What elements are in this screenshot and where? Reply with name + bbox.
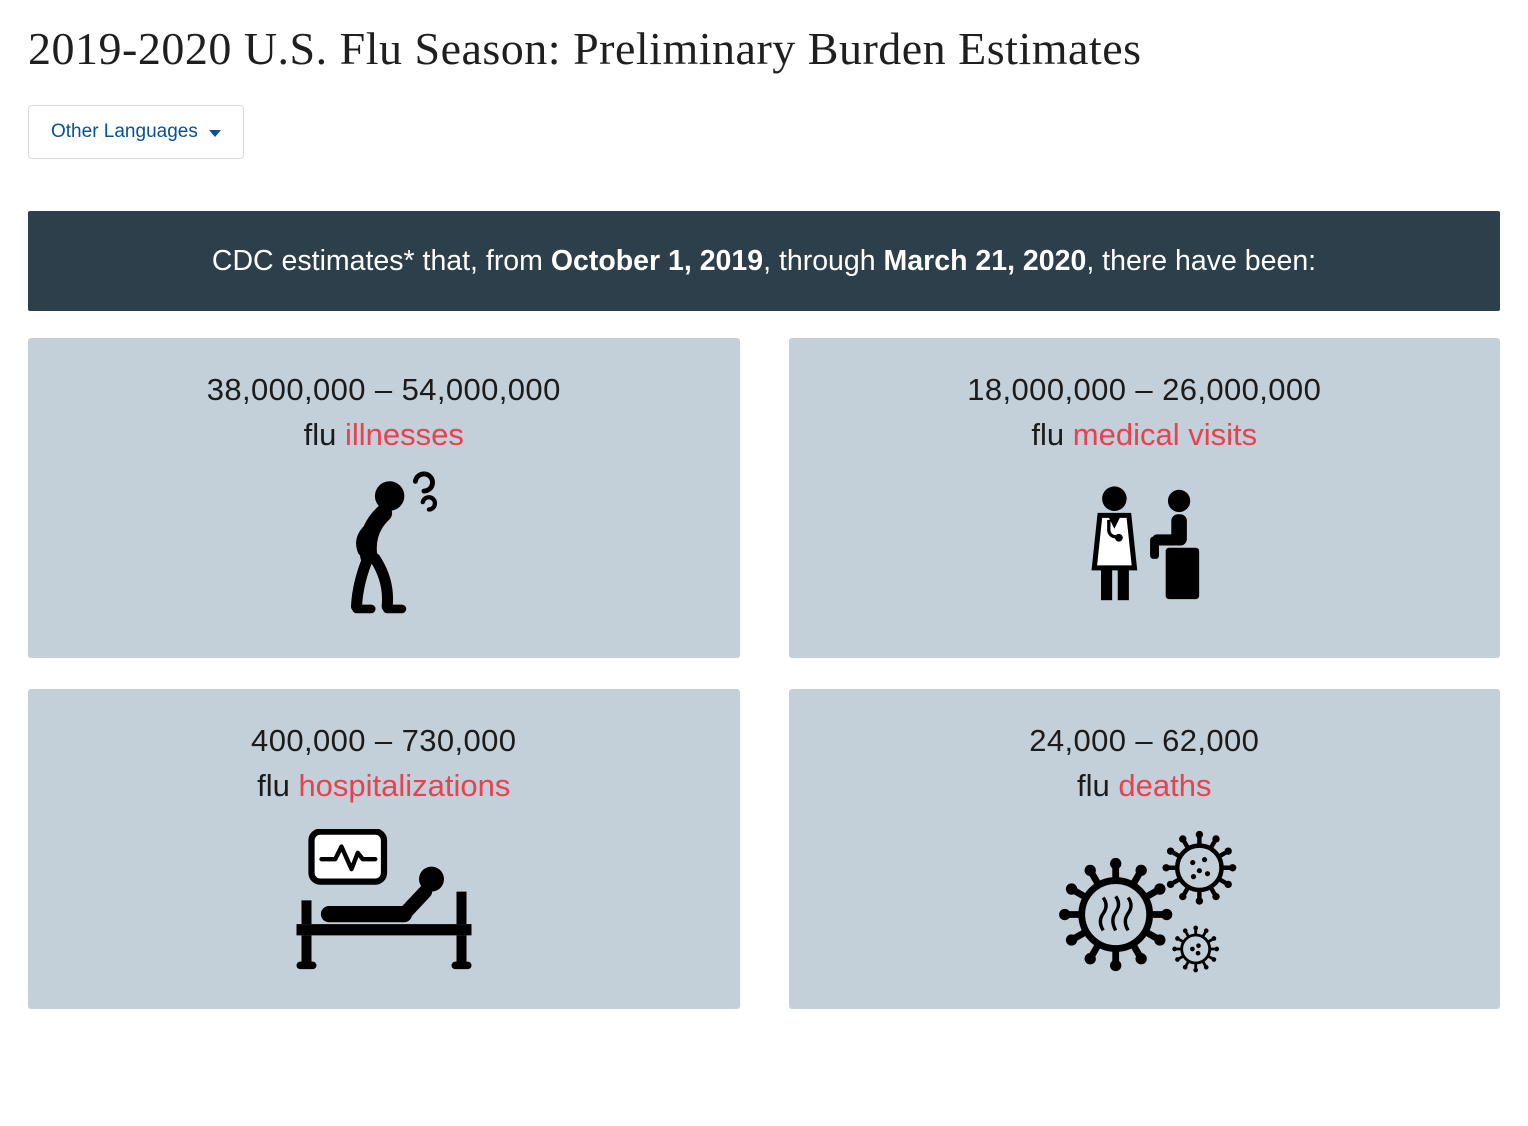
stat-label: flu medical visits bbox=[1031, 417, 1257, 453]
chevron-down-icon bbox=[208, 129, 221, 137]
card-icon-wrap bbox=[284, 818, 484, 983]
stat-label-highlight: illnesses bbox=[344, 417, 464, 453]
stat-label-prefix: flu bbox=[303, 417, 345, 453]
coughing-person-icon bbox=[351, 471, 438, 613]
estimates-banner: CDC estimates* that, from October 1, 201… bbox=[28, 211, 1500, 312]
card-icon-wrap bbox=[316, 467, 451, 632]
stat-label: flu illnesses bbox=[304, 417, 464, 453]
stat-label: flu hospitalizations bbox=[257, 768, 510, 804]
page-title: 2019-2020 U.S. Flu Season: Preliminary B… bbox=[28, 23, 1142, 74]
stat-label-prefix: flu bbox=[1077, 768, 1119, 804]
stat-range: 38,000,000 – 54,000,000 bbox=[206, 372, 561, 408]
stat-label-prefix: flu bbox=[1031, 417, 1073, 453]
hospital-bed-icon bbox=[296, 828, 472, 969]
stat-label-highlight: medical visits bbox=[1072, 417, 1258, 453]
page: 2019-2020 U.S. Flu Season: Preliminary B… bbox=[28, 23, 1500, 1010]
stat-card-illnesses: 38,000,000 – 54,000,000 flu illnesses bbox=[28, 338, 740, 659]
other-languages-button[interactable]: Other Languages bbox=[28, 105, 244, 159]
stat-range: 18,000,000 – 26,000,000 bbox=[967, 372, 1322, 408]
stat-label: flu deaths bbox=[1077, 768, 1211, 804]
card-icon-wrap bbox=[1072, 467, 1217, 632]
stat-range: 400,000 – 730,000 bbox=[251, 723, 517, 759]
card-icon-wrap bbox=[1038, 818, 1250, 983]
banner-date-start: October 1, 2019 bbox=[550, 245, 764, 277]
banner-date-end: March 21, 2020 bbox=[883, 245, 1087, 277]
banner-text-middle: , through bbox=[763, 245, 884, 277]
stat-label-highlight: deaths bbox=[1118, 768, 1212, 804]
stat-label-highlight: hospitalizations bbox=[298, 768, 511, 804]
stats-grid: 38,000,000 – 54,000,000 flu illnesses 18… bbox=[28, 338, 1500, 1010]
banner-text-before: CDC estimates* that, from bbox=[211, 245, 551, 277]
other-languages-label: Other Languages bbox=[51, 121, 198, 142]
stat-card-hospitalizations: 400,000 – 730,000 flu hospitalizations bbox=[28, 689, 740, 1010]
stat-label-prefix: flu bbox=[257, 768, 299, 804]
doctor-patient-icon bbox=[1091, 486, 1199, 600]
stat-card-medical-visits: 18,000,000 – 26,000,000 flu medical visi… bbox=[788, 338, 1500, 659]
flu-virus-icon bbox=[1038, 821, 1250, 981]
stat-range: 24,000 – 62,000 bbox=[1029, 723, 1260, 759]
banner-text-after: , there have been: bbox=[1086, 245, 1317, 277]
stat-card-deaths: 24,000 – 62,000 flu deaths bbox=[788, 689, 1500, 1010]
